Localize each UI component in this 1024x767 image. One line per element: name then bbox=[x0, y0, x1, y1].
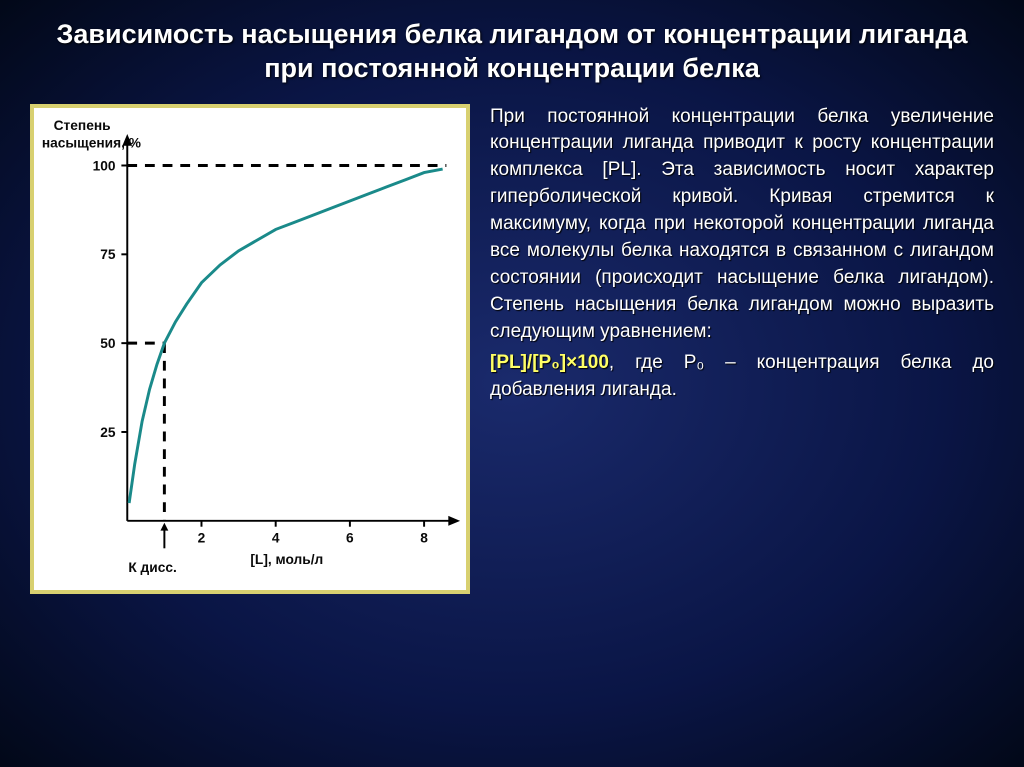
svg-text:25: 25 bbox=[100, 424, 116, 439]
slide-title: Зависимость насыщения белка лигандом от … bbox=[30, 18, 994, 86]
svg-text:8: 8 bbox=[420, 530, 428, 545]
svg-text:50: 50 bbox=[100, 336, 116, 351]
text-column: При постоянной концентрации белка увелич… bbox=[490, 104, 994, 748]
svg-text:100: 100 bbox=[93, 158, 116, 173]
svg-text:4: 4 bbox=[272, 530, 280, 545]
svg-text:насыщения, %: насыщения, % bbox=[42, 135, 141, 150]
saturation-chart: 25 50 75 100 2 4 6 8 Степень насыщения, % [L], мол… bbox=[34, 108, 466, 590]
svg-text:75: 75 bbox=[100, 247, 116, 262]
formula-line: [PL]/[P₀]×100, где P₀ – концентрация бел… bbox=[490, 350, 994, 404]
svg-text:6: 6 bbox=[346, 530, 354, 545]
chart-panel: 25 50 75 100 2 4 6 8 Степень насыщения, % [L], мол… bbox=[30, 104, 470, 594]
body-paragraph: При постоянной концентрации белка увелич… bbox=[490, 104, 994, 347]
svg-text:[L], моль/л: [L], моль/л bbox=[250, 552, 323, 567]
content-row: 25 50 75 100 2 4 6 8 Степень насыщения, % [L], мол… bbox=[30, 104, 994, 748]
chart-column: 25 50 75 100 2 4 6 8 Степень насыщения, % [L], мол… bbox=[30, 104, 470, 748]
svg-text:2: 2 bbox=[198, 530, 206, 545]
formula: [PL]/[P₀]×100 bbox=[490, 352, 609, 373]
svg-text:К дисс.: К дисс. bbox=[128, 559, 176, 574]
svg-text:Степень: Степень bbox=[54, 118, 111, 133]
